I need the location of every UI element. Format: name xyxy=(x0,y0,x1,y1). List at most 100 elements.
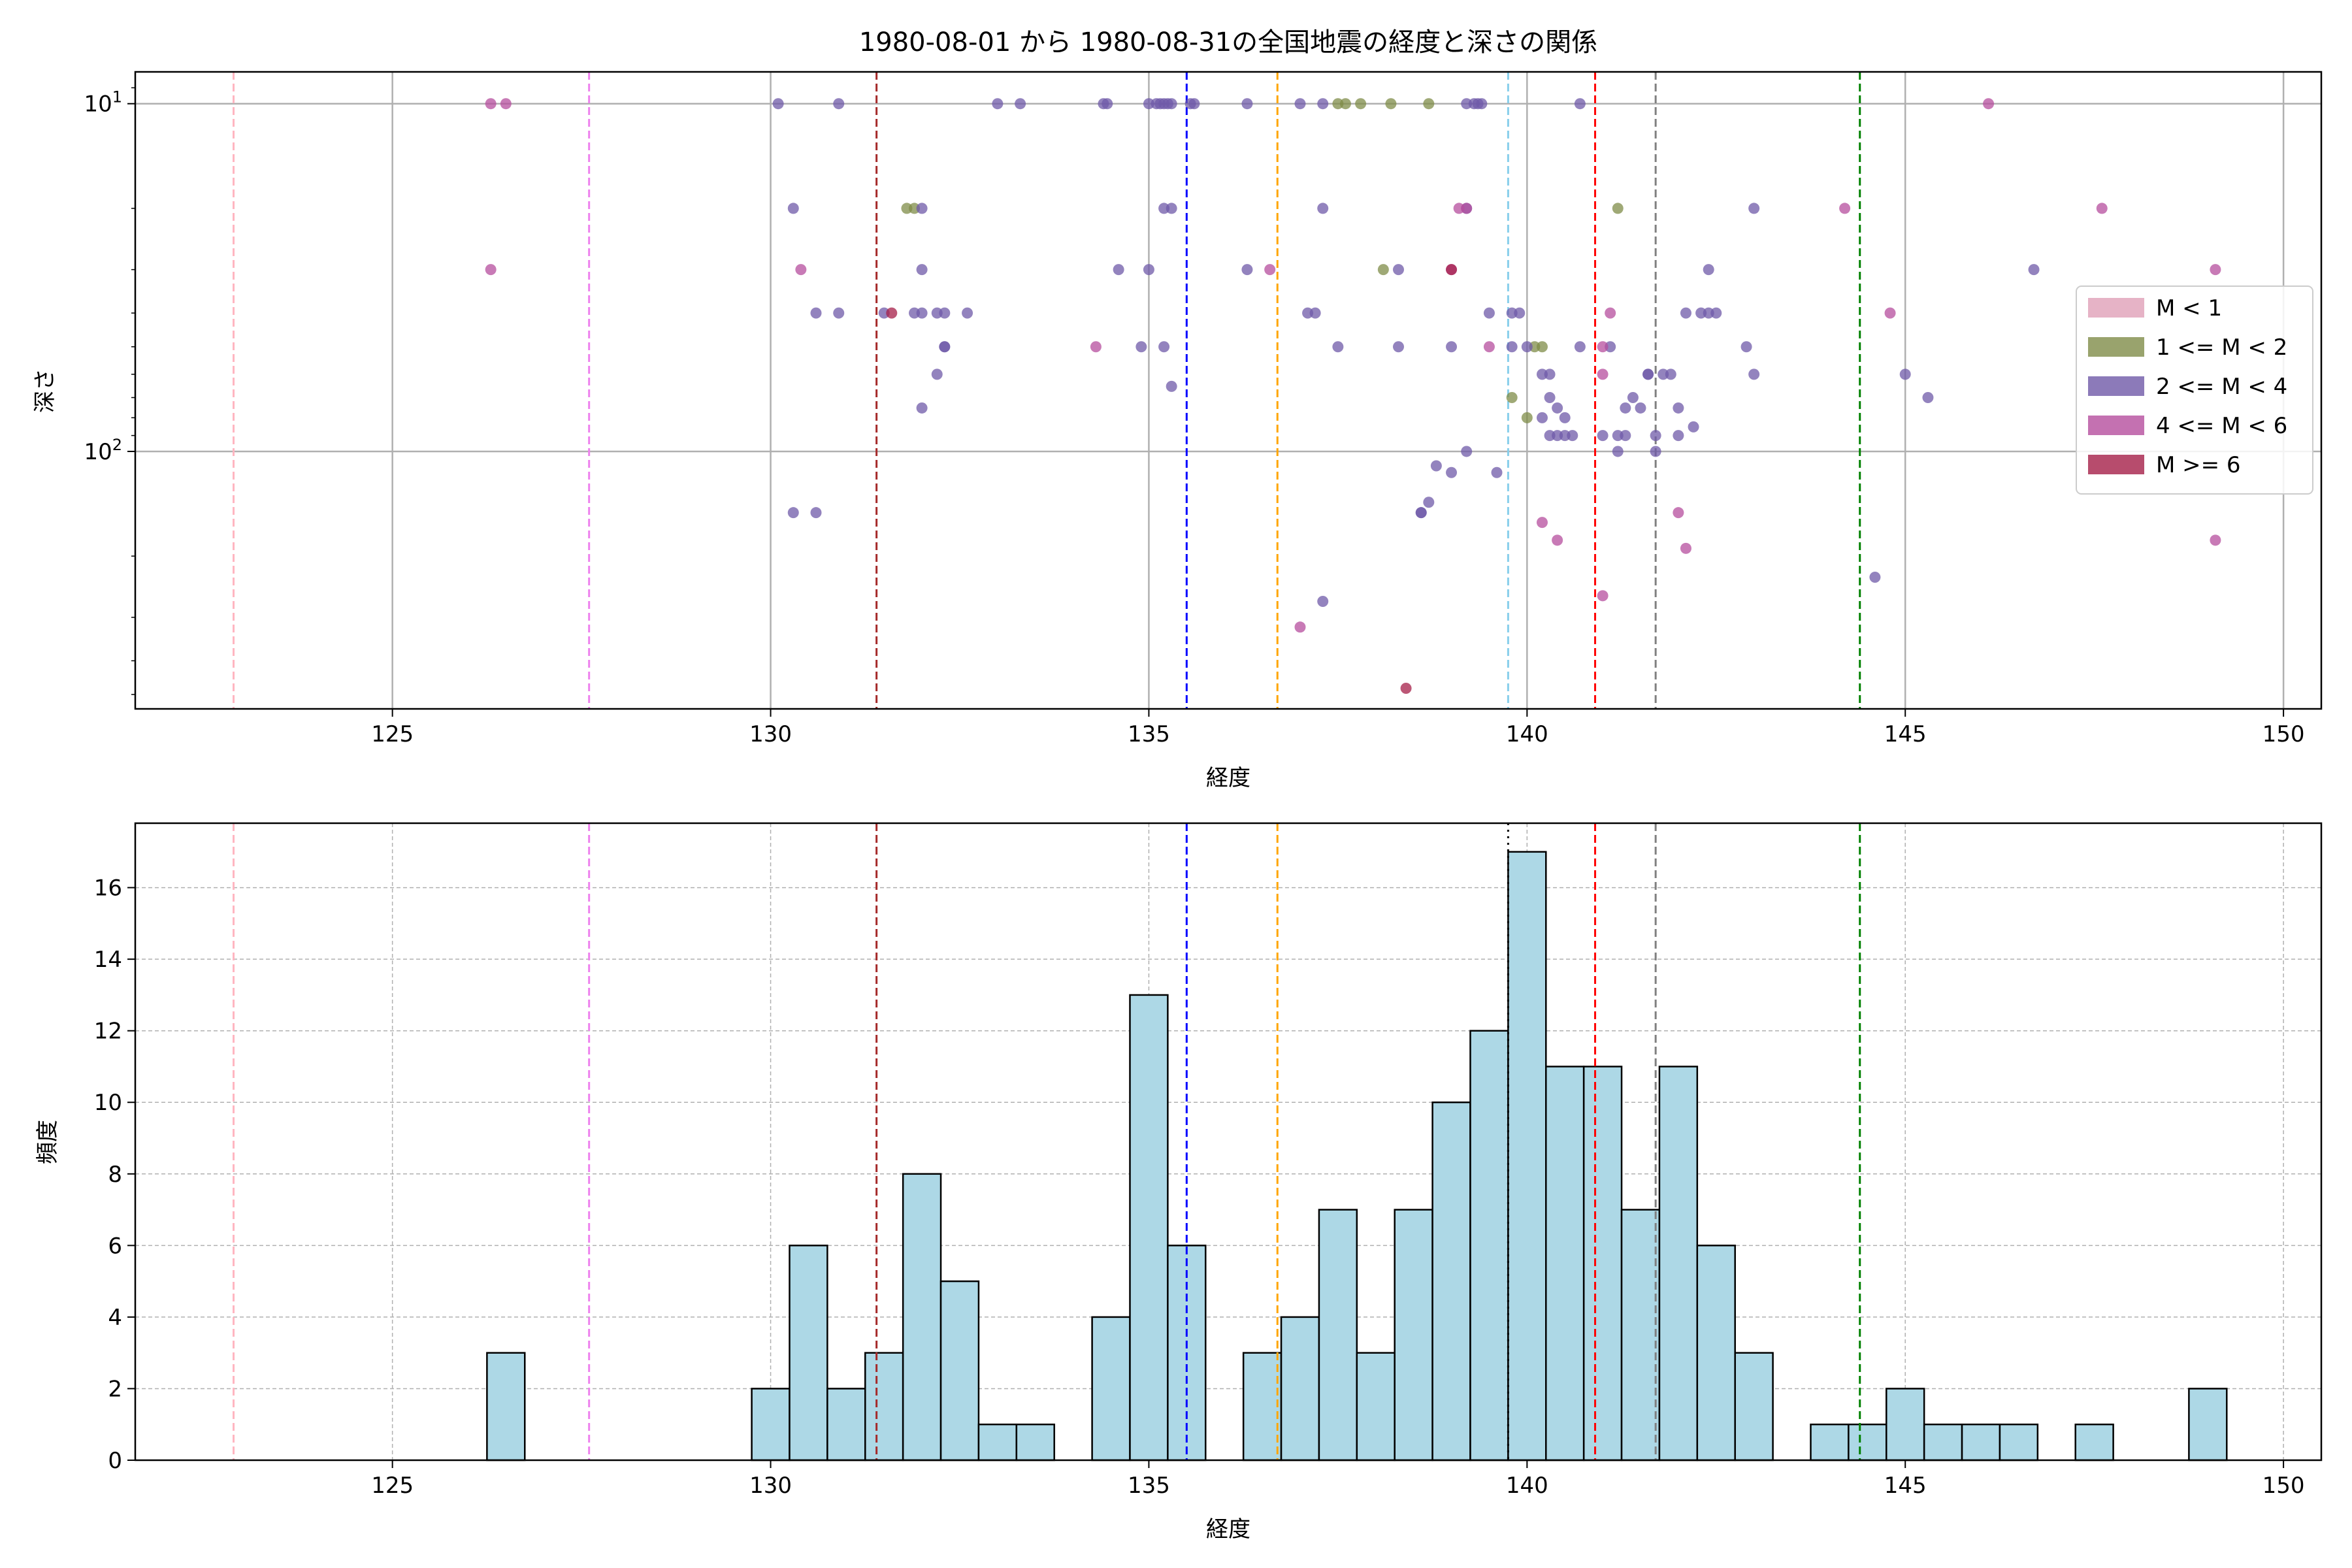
scatter-point xyxy=(1544,368,1556,380)
scatter-point xyxy=(1446,466,1458,478)
scatter-point xyxy=(1605,307,1616,319)
scatter-point xyxy=(485,98,497,110)
histogram-y-tick-label: 0 xyxy=(108,1448,122,1474)
chart-title: 1980-08-01 から 1980-08-31の全国地震の経度と深さの関係 xyxy=(859,27,1597,57)
histogram-y-ticks: 0 2 4 6 8 10 12 14 16 xyxy=(94,875,135,1474)
scatter-plot-frame xyxy=(134,71,2323,710)
histogram-bar xyxy=(1658,1066,1699,1462)
histogram-subplot: 125 130 135 140 145 150 0 2 4 6 8 10 12 14 16 経度 頻度 xyxy=(35,822,2323,1543)
scatter-point xyxy=(1090,341,1102,353)
scatter-point xyxy=(1597,590,1609,602)
scatter-point xyxy=(1620,402,1631,414)
histogram-bar xyxy=(1507,851,1547,1462)
legend-swatch xyxy=(2088,298,2144,318)
scatter-point xyxy=(1377,264,1389,276)
scatter-point xyxy=(886,307,898,319)
scatter-point xyxy=(1612,203,1624,214)
scatter-point xyxy=(1574,341,1586,353)
scatter-point xyxy=(795,264,807,276)
scatter-point xyxy=(1627,392,1639,404)
histogram-bars xyxy=(486,851,2228,1462)
scatter-point xyxy=(1983,98,1995,110)
scatter-point xyxy=(1521,341,1533,353)
scatter-x-tick-label: 145 xyxy=(1884,721,1927,747)
histogram-y-tick-label: 6 xyxy=(108,1233,122,1259)
scatter-x-tick-label: 140 xyxy=(1506,721,1548,747)
scatter-point xyxy=(1680,542,1691,554)
legend-label: M >= 6 xyxy=(2156,452,2241,478)
scatter-point xyxy=(1552,534,1563,546)
scatter-point xyxy=(1143,264,1154,276)
histogram-bar xyxy=(751,1388,791,1462)
scatter-x-ticks: 125 130 135 140 145 150 xyxy=(371,709,2305,747)
scatter-grid xyxy=(135,72,2321,709)
histogram-grid xyxy=(135,823,2321,1461)
scatter-x-tick-label: 130 xyxy=(749,721,792,747)
histogram-bar xyxy=(1356,1352,1396,1462)
histogram-bar xyxy=(2188,1388,2228,1462)
scatter-point xyxy=(1740,341,1752,353)
histogram-x-tick-label: 135 xyxy=(1128,1473,1170,1499)
scatter-point xyxy=(1102,98,1113,110)
scatter-point xyxy=(1710,307,1722,319)
scatter-point xyxy=(1552,402,1563,414)
legend-label: 1 <= M < 2 xyxy=(2156,335,2287,361)
histogram-bar xyxy=(1961,1423,2001,1462)
scatter-point xyxy=(1536,517,1548,529)
scatter-point xyxy=(1166,98,1177,110)
histogram-y-tick-label: 16 xyxy=(94,875,122,902)
histogram-bar xyxy=(1848,1423,1887,1462)
scatter-point xyxy=(1748,368,1760,380)
scatter-point xyxy=(1506,392,1518,404)
scatter-point xyxy=(1922,392,1934,404)
scatter-x-tick-label: 135 xyxy=(1128,721,1170,747)
scatter-point xyxy=(1680,307,1691,319)
histogram-bar xyxy=(1318,1209,1358,1462)
scatter-point xyxy=(1166,203,1177,214)
histogram-bar xyxy=(939,1280,980,1462)
scatter-point xyxy=(1597,341,1609,353)
scatter-point xyxy=(1650,430,1661,442)
histogram-bar xyxy=(789,1245,828,1462)
scatter-point xyxy=(1650,446,1661,457)
scatter-point xyxy=(1476,98,1488,110)
scatter-point xyxy=(1899,368,1911,380)
scatter-point xyxy=(1317,596,1329,608)
histogram-bar xyxy=(1620,1209,1661,1462)
scatter-point xyxy=(1544,392,1556,404)
scatter-point xyxy=(916,264,928,276)
scatter-point xyxy=(962,307,973,319)
histogram-bar xyxy=(2074,1423,2114,1462)
scatter-point xyxy=(1688,421,1699,433)
scatter-point xyxy=(1241,98,1253,110)
scatter-point xyxy=(1536,412,1548,423)
histogram-bar xyxy=(902,1173,942,1462)
scatter-point xyxy=(1355,98,1367,110)
scatter-points xyxy=(485,98,2221,694)
histogram-bar xyxy=(1280,1316,1320,1462)
scatter-point xyxy=(1597,430,1609,442)
scatter-point xyxy=(1665,368,1676,380)
scatter-point xyxy=(2096,203,2108,214)
scatter-point xyxy=(833,307,845,319)
histogram-y-tick-label: 12 xyxy=(94,1019,122,1045)
scatter-point xyxy=(1567,430,1578,442)
legend-swatch xyxy=(2088,337,2144,357)
scatter-point xyxy=(1673,507,1684,519)
scatter-point xyxy=(1317,203,1329,214)
histogram-bar xyxy=(1242,1352,1282,1462)
scatter-point xyxy=(1673,430,1684,442)
histogram-bar xyxy=(1394,1209,1433,1462)
scatter-point xyxy=(2210,534,2221,546)
histogram-x-ticks: 125 130 135 140 145 150 xyxy=(371,1460,2305,1499)
scatter-point xyxy=(1574,98,1586,110)
scatter-point xyxy=(916,203,928,214)
scatter-point xyxy=(939,341,951,353)
scatter-point xyxy=(992,98,1004,110)
scatter-point xyxy=(1317,98,1329,110)
scatter-point xyxy=(787,203,799,214)
histogram-y-axis-label: 頻度 xyxy=(35,1120,61,1164)
scatter-point xyxy=(1446,341,1458,353)
scatter-point xyxy=(1385,98,1397,110)
histogram-bar xyxy=(1431,1101,1471,1462)
